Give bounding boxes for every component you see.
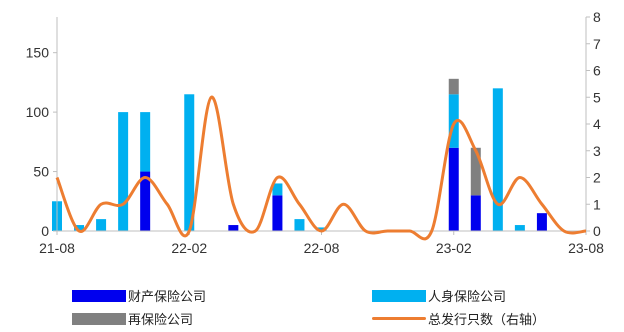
bar-layer [52, 79, 547, 231]
left-tick-label: 100 [26, 104, 50, 120]
x-tick-label: 21-08 [39, 240, 75, 256]
x-tick-label: 22-02 [171, 240, 207, 256]
right-tick-label: 1 [593, 196, 601, 212]
bar-property-22-06 [272, 195, 282, 231]
right-tick-label: 4 [593, 116, 601, 132]
right-tick-label: 0 [593, 223, 601, 239]
right-tick-label: 7 [593, 36, 601, 52]
line-layer [57, 97, 586, 239]
right-tick-label: 8 [593, 9, 601, 25]
bar-life-21-12 [140, 112, 150, 171]
total-issuance-line [57, 97, 586, 239]
bar-life-23-04 [493, 88, 503, 231]
right-tick-label: 5 [593, 89, 601, 105]
bar-life-23-05 [515, 225, 525, 231]
bar-property-23-03 [471, 195, 481, 231]
bar-reinsurance-23-02 [449, 79, 459, 94]
bar-property-22-04 [228, 225, 238, 231]
x-tick-label: 22-08 [304, 240, 340, 256]
axes-layer [53, 17, 590, 235]
tick-label-layer: 0 50 100 150 0 1 2 3 4 5 6 7 8 21-08 22-02 22-08 23-02 23… [26, 9, 604, 256]
right-tick-label: 6 [593, 63, 601, 79]
left-tick-label: 50 [33, 164, 49, 180]
right-tick-label: 2 [593, 170, 601, 186]
x-tick-label: 23-02 [436, 240, 472, 256]
x-tick-label: 23-08 [568, 240, 604, 256]
bar-life-21-10 [96, 219, 106, 231]
bar-life-22-07 [294, 219, 304, 231]
left-tick-label: 150 [26, 45, 50, 61]
bar-life-21-11 [118, 112, 128, 231]
bar-property-23-02 [449, 148, 459, 231]
right-tick-label: 3 [593, 143, 601, 159]
bar-property-23-06 [537, 213, 547, 231]
left-tick-label: 0 [41, 223, 49, 239]
